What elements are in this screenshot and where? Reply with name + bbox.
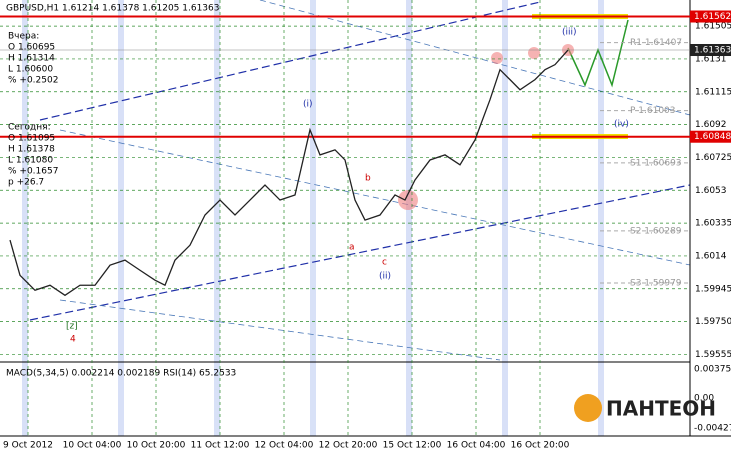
wave-label: [z] <box>66 322 78 332</box>
wave-label: (iii) <box>562 28 577 38</box>
y-tick-label: 1.6131 <box>695 54 727 64</box>
level-label: 1.61562 <box>694 12 731 22</box>
y-tick-label: 1.6053 <box>695 186 727 196</box>
y-tick-label: 1.61505 <box>695 22 731 32</box>
info-text: L 1.61080 <box>8 156 53 166</box>
y-tick-label: 1.59750 <box>695 317 731 327</box>
price-line-series <box>9 49 569 297</box>
y-tick-label: 1.60335 <box>695 219 731 229</box>
info-text: O 1.60695 <box>8 43 55 53</box>
x-tick-label: 9 Oct 2012 <box>3 441 53 451</box>
indicator-label: 0.003757 <box>694 365 731 375</box>
pivot-label: S2 1.60289 <box>630 226 682 236</box>
y-tick-label: 1.59555 <box>695 350 731 360</box>
logo: ПАНТЕОН <box>574 394 716 422</box>
y-tick-label: 1.61115 <box>695 87 731 97</box>
level-tag <box>690 130 731 143</box>
pivot-label: S1 1.60693 <box>630 158 682 168</box>
wave-label: (ii) <box>379 272 391 282</box>
x-tick-label: 10 Oct 04:00 <box>63 441 122 451</box>
y-tick-label: 1.6092 <box>695 120 727 130</box>
y-tick-label: 1.60725 <box>695 153 731 163</box>
indicator-label: -0.00427 <box>694 424 731 434</box>
x-tick-label: 10 Oct 20:00 <box>127 441 186 451</box>
wave-label: c <box>382 258 387 268</box>
pivot-label: P 1.61003 <box>630 106 676 116</box>
indicator-title: MACD(5,34,5) 0.002214 0.002189 RSI(14) 6… <box>6 369 236 379</box>
wave-label: 4 <box>70 335 76 345</box>
wave-label: (i) <box>303 100 313 110</box>
x-tick-label: 11 Oct 12:00 <box>191 441 250 451</box>
info-text: Вчера: <box>8 32 39 42</box>
y-tick-label: 1.59945 <box>695 284 731 294</box>
x-tick-label: 15 Oct 12:00 <box>383 441 442 451</box>
info-text: O 1.61095 <box>8 134 55 144</box>
level-label: 1.60848 <box>694 132 731 142</box>
x-tick-label: 12 Oct 20:00 <box>319 441 378 451</box>
wave-label: (iv) <box>614 120 629 130</box>
info-text: H 1.61314 <box>8 54 55 64</box>
x-tick-label: 16 Oct 20:00 <box>511 441 570 451</box>
x-tick-label: 12 Oct 04:00 <box>255 441 314 451</box>
info-text: Сегодня: <box>8 123 51 133</box>
info-text: H 1.61378 <box>8 145 55 155</box>
pivot-label: R1 1.61407 <box>630 38 682 48</box>
info-text: p +26.7 <box>8 178 44 188</box>
wave-labels: (i) (ii) (iii) (iv) a b c [z] 4 <box>66 28 629 345</box>
level-tag <box>690 10 731 23</box>
chart-title: GBPUSD,H1 1.61214 1.61378 1.61205 1.6136… <box>6 4 219 14</box>
price-label: 1.61363 <box>694 46 731 56</box>
x-tick-label: 16 Oct 04:00 <box>447 441 506 451</box>
logo-text: ПАНТЕОН <box>606 397 716 421</box>
session-bands <box>22 0 604 436</box>
y-tick-label: 1.6014 <box>695 251 727 261</box>
indicator-label: 0.00 <box>694 394 714 404</box>
pivot-label: S3 1.59979 <box>630 279 682 289</box>
wave-label: b <box>365 174 371 184</box>
info-text: % +0.2502 <box>8 76 58 86</box>
info-text: % +0.1657 <box>8 167 58 177</box>
info-text: L 1.60600 <box>8 65 53 75</box>
wave-label: a <box>349 243 355 253</box>
price-tag <box>690 44 731 57</box>
